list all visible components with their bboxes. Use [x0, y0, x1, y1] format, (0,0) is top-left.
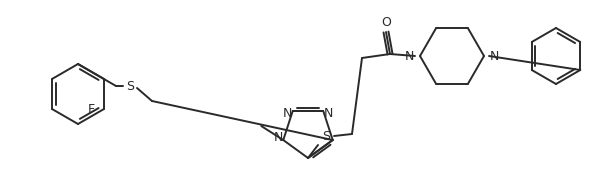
- Text: N: N: [324, 107, 333, 121]
- Text: N: N: [490, 49, 499, 63]
- Text: N: N: [405, 49, 414, 63]
- Text: S: S: [322, 130, 330, 142]
- Text: N: N: [283, 107, 292, 121]
- Text: F: F: [88, 102, 95, 116]
- Text: N: N: [274, 130, 283, 144]
- Text: O: O: [381, 15, 391, 29]
- Text: S: S: [126, 81, 134, 93]
